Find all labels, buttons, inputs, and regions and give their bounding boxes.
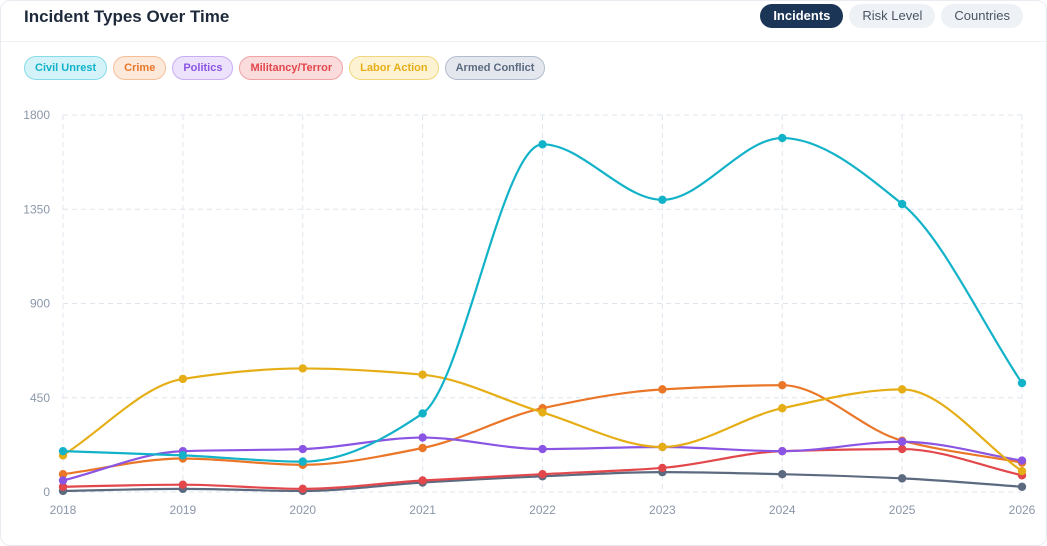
data-point-crime [658,385,667,394]
data-point-civil-unrest [897,199,907,209]
x-tick-label: 2021 [409,503,436,517]
data-point-labor-action [1017,466,1027,476]
x-tick-label: 2020 [289,503,316,517]
tab-countries[interactable]: Countries [941,4,1023,28]
legend-pill-armed-conflict[interactable]: Armed Conflict [444,56,546,80]
data-point-civil-unrest [298,457,307,466]
data-point-militancy-terror [418,476,427,485]
y-tick-label: 900 [30,297,50,311]
data-point-politics [1017,456,1027,465]
data-point-militancy-terror [58,482,68,491]
data-point-civil-unrest [1017,378,1027,388]
x-tick-label: 2022 [529,503,556,517]
data-point-politics [418,433,427,442]
data-point-militancy-terror [897,444,907,454]
y-tick-label: 0 [43,485,50,499]
data-point-armed-conflict [778,469,787,479]
data-point-labor-action [538,408,547,417]
legend: Civil Unrest Crime Politics Militancy/Te… [24,56,546,80]
x-tick-label: 2026 [1009,503,1036,517]
data-point-labor-action [178,374,188,384]
data-point-civil-unrest [658,195,667,205]
line-chart: 0 450 900 1350 1800 2018 2019 2020 2021 2022 2023 2… [23,108,1036,517]
data-point-civil-unrest [418,409,427,418]
data-point-militancy-terror [538,469,547,479]
data-point-militancy-terror [298,484,307,494]
legend-pill-labor-action[interactable]: Labor Action [349,56,439,80]
data-point-civil-unrest [58,446,68,456]
data-point-crime [778,380,787,390]
data-point-civil-unrest [538,140,547,149]
tab-risk-level[interactable]: Risk Level [849,4,936,28]
x-tick-label: 2019 [170,503,197,517]
legend-pill-civil-unrest[interactable]: Civil Unrest [24,56,108,80]
legend-pill-crime[interactable]: Crime [113,56,167,80]
data-point-civil-unrest [178,451,188,460]
data-point-politics [298,444,307,454]
data-point-crime [58,469,68,479]
x-tick-label: 2018 [50,503,77,517]
data-point-labor-action [298,364,307,373]
data-point-armed-conflict [897,474,907,483]
data-point-labor-action [778,404,787,413]
data-point-militancy-terror [178,480,188,489]
data-point-politics [778,446,787,456]
data-point-armed-conflict [1017,482,1027,491]
x-tick-label: 2024 [769,503,796,517]
data-point-politics [58,476,68,485]
data-point-politics [897,437,907,446]
data-point-labor-action [658,442,667,452]
y-tick-label: 1800 [23,108,50,122]
x-tick-label: 2025 [889,503,916,517]
x-tick-label: 2023 [649,503,676,517]
data-point-crime [418,443,427,453]
chart-title: Incident Types Over Time [24,7,230,26]
view-tabs: Incidents Risk Level Countries [760,4,1023,28]
legend-pill-militancy-terror[interactable]: Militancy/Terror [239,56,344,80]
tab-incidents[interactable]: Incidents [760,4,844,28]
data-point-civil-unrest [778,133,787,143]
data-point-politics [538,444,547,454]
data-point-militancy-terror [658,463,667,473]
card-header: Incident Types Over Time Incidents Risk … [1,1,1046,42]
data-point-labor-action [418,370,427,379]
legend-pill-politics[interactable]: Politics [172,56,234,80]
y-tick-label: 450 [30,391,50,405]
y-tick-label: 1350 [23,202,50,216]
data-point-labor-action [897,385,907,394]
